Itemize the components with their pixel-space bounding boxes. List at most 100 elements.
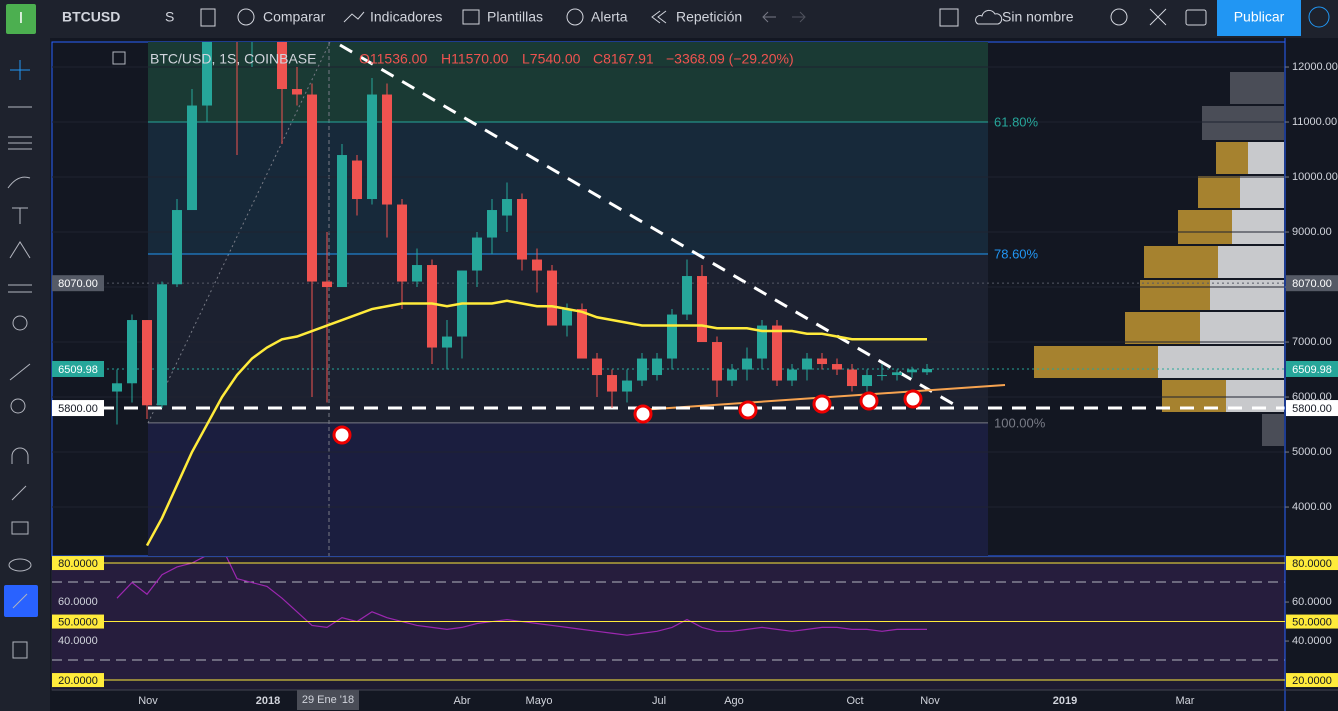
- x-tick-label: Nov: [920, 695, 940, 707]
- rsi-tick-label: 80.0000: [1292, 558, 1332, 570]
- snapshot[interactable]: [1185, 9, 1207, 26]
- price-label: 5800.00: [1292, 403, 1332, 415]
- x-tick-label: 2019: [1053, 695, 1077, 707]
- legend-close: C8167.91: [593, 51, 654, 67]
- x-tick-label: Abr: [453, 695, 470, 707]
- signal-marker: [332, 425, 352, 445]
- signal-marker: [859, 391, 879, 411]
- indicators[interactable]: Indicadores: [370, 9, 442, 25]
- rsi-tick-label: 50.0000: [58, 616, 98, 628]
- candle-body: [757, 325, 767, 359]
- rsi-tick-label: 60.0000: [1292, 596, 1332, 608]
- drawing-tools[interactable]: [4, 60, 38, 659]
- candle-body: [502, 199, 512, 216]
- rsi-tick-label: 50.0000: [1292, 616, 1332, 628]
- rsi-tick-label: 60.0000: [58, 596, 98, 608]
- legend-low: L7540.00: [522, 51, 581, 67]
- rsi-tick-label: 20.0000: [58, 675, 98, 687]
- candle-body: [292, 89, 302, 95]
- rsi-tick-label: 40.0000: [58, 635, 98, 647]
- logo[interactable]: [6, 4, 36, 34]
- candle-body: [172, 210, 182, 285]
- candle-body: [652, 358, 662, 376]
- rsi-level-box: [1286, 556, 1338, 571]
- candle-body: [787, 369, 797, 381]
- layout-icon[interactable]: [939, 8, 959, 27]
- interval[interactable]: S: [165, 9, 174, 25]
- fib-label: 61.80%: [994, 114, 1039, 129]
- compare-icon: [237, 8, 255, 26]
- fib-zone: [148, 423, 988, 556]
- templates[interactable]: Plantillas: [487, 9, 543, 25]
- candle-body: [442, 336, 452, 348]
- x-tick-label: Mayo: [526, 695, 553, 707]
- candle-body: [622, 380, 632, 392]
- candle-body: [877, 375, 887, 377]
- candle-body: [607, 375, 617, 392]
- candle-body: [862, 375, 872, 387]
- price-label: 5800.00: [58, 403, 98, 415]
- candle-body: [712, 342, 722, 381]
- logo-letter: I: [19, 10, 23, 27]
- templates-icon: [462, 9, 480, 25]
- publish-button[interactable]: [1217, 0, 1301, 36]
- candle-body: [832, 364, 842, 370]
- publish: Publicar: [1234, 9, 1285, 25]
- price-label-box: [52, 400, 104, 417]
- play[interactable]: [1308, 6, 1330, 28]
- compare[interactable]: Comparar: [263, 9, 326, 25]
- top-toolbar: [0, 0, 1338, 38]
- symbol[interactable]: BTCUSD: [62, 9, 120, 25]
- candle-body: [922, 368, 932, 373]
- rsi-level-box: [52, 556, 104, 571]
- candle-body: [547, 270, 557, 326]
- x-tick-label: Mar: [1176, 695, 1195, 707]
- y-tick-label: 6000.00: [1292, 391, 1332, 403]
- candle-body: [187, 105, 197, 211]
- volume-profile: [1158, 72, 1284, 446]
- layout-name[interactable]: Sin nombre: [1002, 9, 1074, 25]
- x-tick-label: 2018: [256, 695, 280, 707]
- candle-body: [892, 372, 902, 376]
- candle-body: [742, 358, 752, 370]
- candle-body: [157, 284, 167, 406]
- rsi-level-box: [52, 614, 104, 629]
- candle-icon[interactable]: [200, 8, 216, 27]
- fib-label: 100.00%: [994, 415, 1046, 430]
- candle-body: [367, 94, 377, 200]
- candle-body: [682, 276, 692, 315]
- legend-change: −3368.09 (−29.20%): [666, 51, 794, 67]
- crosshair-label: 29 Ene '18: [302, 694, 354, 706]
- legend-toggle[interactable]: [112, 51, 126, 65]
- candle-body: [487, 210, 497, 238]
- replay-icon: [651, 10, 667, 24]
- y-tick-label: 12000.00: [1292, 61, 1338, 73]
- y-tick-label: 10000.00: [1292, 171, 1338, 183]
- replay[interactable]: Repetición: [676, 9, 742, 25]
- y-tick-label: 9000.00: [1292, 226, 1332, 238]
- redo[interactable]: [792, 11, 806, 23]
- settings[interactable]: [1110, 8, 1128, 26]
- fullscreen[interactable]: [1149, 8, 1167, 26]
- fib-zone: [148, 42, 988, 122]
- candle-body: [352, 160, 362, 200]
- candle-body: [697, 276, 707, 343]
- candle-body: [427, 265, 437, 348]
- candle-body: [817, 358, 827, 365]
- candle-body: [382, 94, 392, 205]
- fib-zone: [148, 122, 988, 254]
- x-tick-label: Nov: [138, 695, 158, 707]
- legend-title: BTC/USD, 1S, COINBASE: [150, 51, 316, 67]
- rsi-tick-label: 20.0000: [1292, 675, 1332, 687]
- price-label: 8070.00: [1292, 278, 1332, 290]
- alert[interactable]: Alerta: [591, 9, 628, 25]
- candle-body: [307, 94, 317, 282]
- price-label: 6509.98: [58, 364, 98, 376]
- alert-icon: [566, 8, 584, 26]
- rsi-level-box: [1286, 673, 1338, 688]
- cloud-icon: [975, 9, 1003, 25]
- undo[interactable]: [762, 11, 776, 23]
- candle-body: [202, 42, 212, 106]
- price-label: 6509.98: [1292, 364, 1332, 376]
- x-tick-label: Jul: [652, 695, 666, 707]
